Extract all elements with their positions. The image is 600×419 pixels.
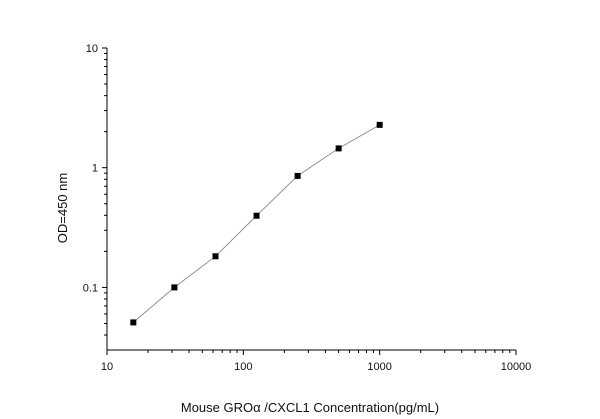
y-axis: 0.1 1 10 xyxy=(83,43,107,336)
data-point-marker xyxy=(130,319,137,326)
y-tick-label: 1 xyxy=(92,163,98,175)
x-tick-label: 10 xyxy=(101,361,113,373)
series-line xyxy=(133,124,380,323)
data-point-marker xyxy=(335,145,342,152)
data-point-marker xyxy=(212,253,219,260)
plot-area xyxy=(106,48,516,351)
y-axis-title: OD=450 nm xyxy=(55,173,70,243)
data-point-marker xyxy=(376,121,383,128)
data-point-marker xyxy=(253,212,260,219)
y-tick-label: 0.1 xyxy=(83,282,98,294)
x-axis-title: Mouse GROα /CXCL1 Concentration(pg/mL) xyxy=(181,400,439,415)
x-tick-label: 100 xyxy=(234,361,252,373)
y-tick-label: 10 xyxy=(86,43,98,55)
x-axis: 10 100 1000 10000 xyxy=(101,350,531,373)
series-layer xyxy=(130,121,383,326)
data-point-marker xyxy=(294,172,301,179)
data-point-marker xyxy=(171,284,178,291)
x-tick-label: 10000 xyxy=(501,361,532,373)
x-tick-label: 1000 xyxy=(367,361,391,373)
